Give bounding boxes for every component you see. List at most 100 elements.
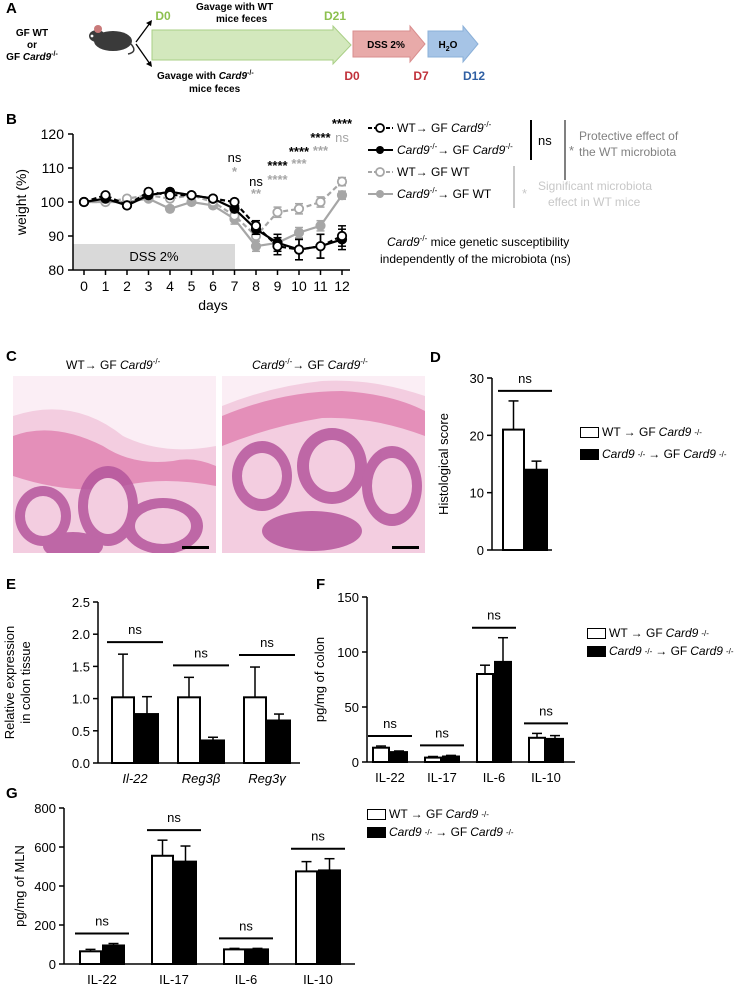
- genetic-line2: independently of the microbiota (ns): [380, 252, 571, 266]
- gavage-ko-line2: mice feces: [189, 84, 241, 95]
- branch-arrow-up: [135, 22, 151, 43]
- sig-label: ns: [518, 371, 532, 386]
- x-tick-label: 5: [188, 278, 196, 294]
- x-tick-label: 2: [123, 278, 131, 294]
- y-tick-label: 0: [352, 755, 359, 770]
- y-tick-label: 20: [470, 428, 484, 443]
- bar-filled: [201, 739, 225, 765]
- histology-image-card9: [222, 376, 425, 553]
- legend-swatch-filled: [367, 826, 386, 838]
- water-phase-arrow: [427, 24, 479, 64]
- legend-item-open: WT → GF Card9 -/-: [587, 626, 734, 640]
- d0-green-label: D0: [155, 9, 171, 23]
- sig-label-grey: ***: [313, 143, 329, 158]
- legend-text-card9-gf-wt: Card9-/-→ GF WT: [397, 186, 492, 201]
- x-tick-label: 3: [145, 278, 153, 294]
- x-category-label: Reg3β: [182, 771, 221, 786]
- y-tick-label: 0.5: [72, 724, 90, 739]
- gavage-ko-line1: Gavage with Card9-/-: [157, 70, 254, 82]
- x-tick-label: 9: [274, 278, 282, 294]
- panel-label-a: A: [6, 0, 17, 17]
- significant-line1: Significant microbiota: [538, 179, 652, 193]
- legend-item-open: WT → GF Card9 -/-: [367, 807, 514, 821]
- genetic-line1: Card9-/- mice genetic susceptibility: [387, 234, 569, 249]
- data-point: [207, 193, 219, 204]
- y-tick-label: 0: [49, 957, 56, 972]
- gavage-wt-line1: Gavage with WT: [196, 2, 273, 13]
- data-point: [143, 186, 154, 197]
- data-point: [121, 200, 133, 211]
- data-point: [293, 227, 305, 238]
- x-axis-label: days: [198, 297, 228, 313]
- colonization-arrow: [151, 24, 352, 66]
- panel-label-c: C: [6, 348, 17, 365]
- sig-label: ns: [383, 716, 397, 731]
- panel-label-b: B: [6, 111, 17, 128]
- water-phase-label: H2O: [439, 40, 458, 53]
- y-tick-label: 800: [34, 801, 56, 816]
- legend-item-open: WT → GF Card9 -/-: [580, 425, 727, 439]
- legend-item-filled: Card9 -/- → GF Card9 -/-: [580, 447, 727, 461]
- sig-label: ns: [311, 829, 325, 844]
- dss-period-bar: [73, 244, 235, 269]
- bar-open: [476, 673, 494, 763]
- legend-panel-g: WT → GF Card9 -/- Card9 -/- → GF Card9 -/-: [367, 807, 514, 839]
- x-tick-label: 6: [209, 278, 217, 294]
- y-axis-label: pg/mg of colon: [312, 637, 327, 722]
- data-point: [164, 203, 176, 214]
- sig-label-black: ****: [310, 130, 331, 145]
- legend-panel-d: WT → GF Card9 -/- Card9 -/- → GF Card9 -/-: [580, 425, 727, 461]
- d12-blue-label: D12: [463, 69, 485, 83]
- sig-label: ns: [194, 645, 208, 660]
- sig-label: ns: [95, 914, 109, 929]
- group-text-line2: or: [27, 40, 37, 51]
- legend-star-significant: *: [522, 186, 527, 201]
- y-axis-label: pg/mg of MLN: [12, 845, 27, 927]
- data-point: [272, 241, 283, 252]
- branch-arrow-down: [135, 43, 151, 65]
- x-category-label: IL-10: [531, 770, 561, 785]
- data-point: [186, 190, 197, 201]
- sig-label-black: ****: [332, 116, 353, 131]
- sig-label-grey: **: [251, 186, 262, 201]
- x-tick-label: 10: [291, 278, 307, 294]
- sig-label-black: ns: [249, 174, 263, 189]
- bar-open: [79, 950, 102, 965]
- x-category-label: IL-6: [483, 770, 505, 785]
- gavage-wt-line2: mice feces: [216, 14, 268, 25]
- legend-item-card9-gf-card9: Card9-/-→ GF Card9-/-: [368, 142, 513, 157]
- y-tick-label: 50: [345, 700, 359, 715]
- x-tick-label: 7: [231, 278, 239, 294]
- data-point: [293, 244, 305, 255]
- bar-open: [177, 696, 201, 764]
- legend-item-filled: Card9 -/- → GF Card9 -/-: [587, 644, 734, 658]
- data-point: [336, 230, 348, 242]
- y-tick-label: 150: [337, 590, 359, 605]
- d21-green-label: D21: [324, 9, 346, 23]
- sig-label: ns: [487, 608, 501, 623]
- sig-label: ns: [167, 810, 181, 825]
- bar-open: [111, 696, 135, 764]
- legend-swatch-filled: [587, 645, 606, 657]
- bar-filled: [442, 755, 460, 763]
- legend-text-card9-gf-card9: Card9-/-→ GF Card9-/-: [397, 142, 513, 157]
- bar-filled: [174, 860, 197, 965]
- group-text-line3: GF Card9-/-: [6, 51, 58, 63]
- x-tick-label: 0: [80, 278, 88, 294]
- x-category-label: IL-10: [303, 972, 333, 987]
- bar-open: [223, 948, 246, 965]
- bar-open: [528, 736, 546, 764]
- y-tick-label: 2.0: [72, 627, 90, 642]
- protective-line1: Protective effect of: [579, 129, 679, 143]
- data-point: [250, 220, 262, 231]
- y-tick-label: 0.0: [72, 756, 90, 771]
- dss-phase-arrow: [352, 24, 426, 64]
- bar-filled: [246, 948, 269, 965]
- x-tick-label: 8: [252, 278, 260, 294]
- scale-bar: [182, 546, 209, 549]
- y-tick-label: 120: [41, 126, 65, 142]
- bar-filled: [267, 719, 291, 765]
- data-point: [336, 176, 348, 187]
- x-category-label: IL-17: [427, 770, 457, 785]
- bar-open: [372, 746, 390, 763]
